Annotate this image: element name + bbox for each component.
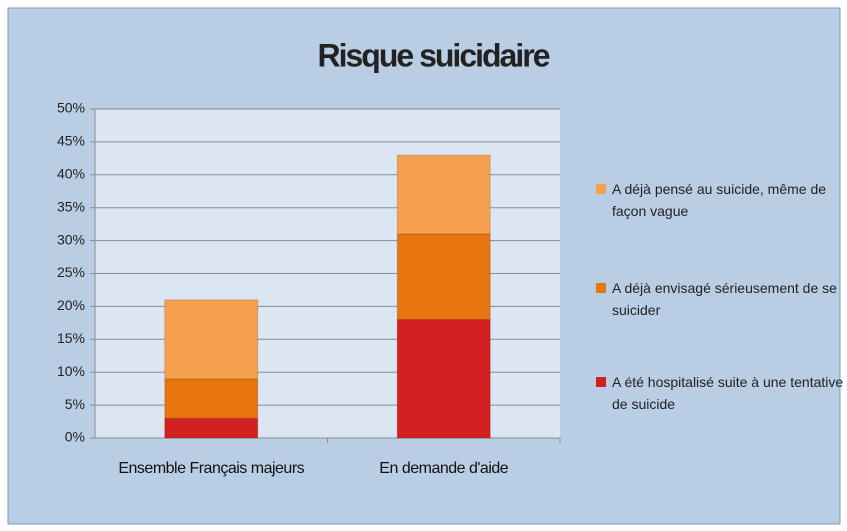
x-tick-label: En demande d'aide [379,460,509,477]
bar-segment [396,233,491,321]
y-tick-label: 40% [57,166,85,182]
bar-segment [396,154,491,235]
bar-segment [396,319,491,439]
bar-segment [164,417,259,439]
legend-swatch [596,184,606,194]
y-tick-label: 20% [57,297,85,313]
y-tick-label: 25% [57,264,85,280]
y-tick-label: 15% [57,330,85,346]
y-tick-label: 5% [65,396,85,412]
y-tick-label: 35% [57,198,85,214]
bar-segment [164,299,259,380]
chart-title: Risque suicidaire [318,37,550,73]
legend-item: A déjà envisagé sérieusement de se suici… [596,277,847,321]
y-tick-label: 30% [57,231,85,247]
legend-swatch [596,283,606,293]
legend-swatch [596,377,606,387]
y-tick-label: 10% [57,363,85,379]
y-tick-label: 50% [57,100,85,116]
legend-item: A été hospitalisé suite à une tentative … [596,371,847,415]
y-tick-label: 0% [65,429,85,445]
x-tick-label: Ensemble Français majeurs [118,460,305,477]
legend-item: A déjà pensé au suicide, même de façon v… [596,178,847,222]
y-tick-label: 45% [57,133,85,149]
bar-segment [164,378,259,419]
